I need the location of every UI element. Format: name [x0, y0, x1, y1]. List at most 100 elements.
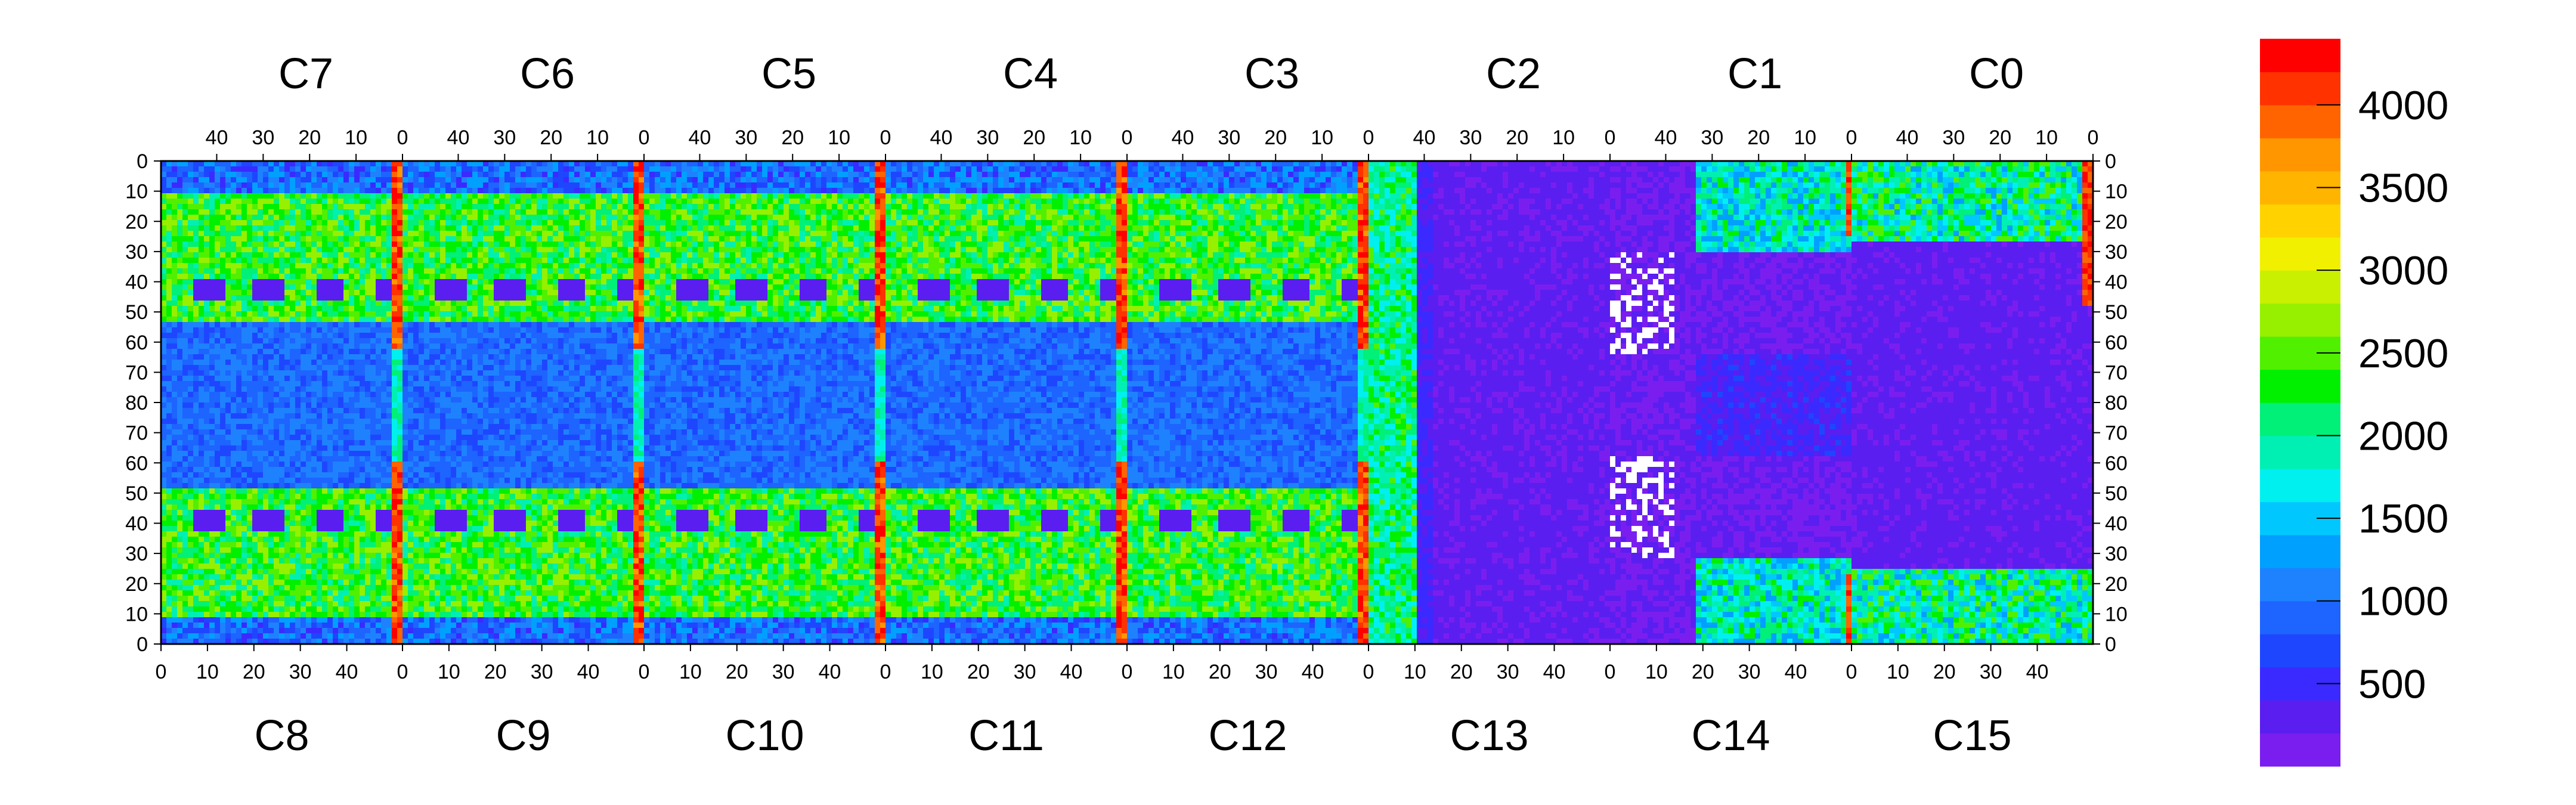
hitmap-cell	[435, 204, 440, 209]
hitmap-cell	[1213, 231, 1218, 236]
hitmap-cell	[1395, 172, 1401, 177]
hitmap-cell	[1476, 215, 1481, 220]
hitmap-cell	[1814, 193, 1819, 199]
hitmap-cell	[1664, 215, 1669, 220]
hitmap-cell	[1803, 177, 1809, 182]
hitmap-cell	[1218, 225, 1224, 231]
hitmap-cell	[1594, 188, 1599, 193]
hitmap-cell	[1980, 188, 1986, 193]
hitmap-cell	[1894, 193, 1900, 199]
hitmap-cell	[1191, 231, 1197, 236]
hitmap-cell	[295, 188, 301, 193]
hitmap-cell	[1036, 166, 1041, 172]
hitmap-cell	[1052, 166, 1057, 172]
hitmap-cell	[1626, 188, 1631, 193]
hitmap-cell	[1309, 177, 1315, 182]
hitmap-cell	[1610, 215, 1615, 220]
hitmap-cell	[907, 231, 912, 236]
hitmap-cell	[1433, 166, 1438, 172]
hitmap-cell	[623, 225, 628, 231]
hitmap-cell	[1449, 166, 1454, 172]
hitmap-cell	[1567, 199, 1572, 204]
hitmap-cell	[1326, 215, 1331, 220]
hitmap-cell	[1277, 225, 1283, 231]
hitmap-cell	[322, 188, 327, 193]
hitmap-cell	[1095, 199, 1100, 204]
hitmap-cell	[1181, 204, 1186, 209]
hitmap-cell	[2061, 193, 2066, 199]
hitmap-cell	[1846, 204, 1852, 209]
hitmap-cell	[1143, 188, 1148, 193]
hitmap-cell	[242, 215, 247, 220]
hitmap-cell	[1481, 172, 1487, 177]
hitmap-cell	[1674, 166, 1680, 172]
hitmap-cell	[440, 199, 445, 204]
hitmap-cell	[1202, 225, 1208, 231]
hitmap-cell	[370, 166, 376, 172]
hitmap-cell	[558, 188, 564, 193]
hitmap-cell	[263, 166, 268, 172]
hitmap-cell	[381, 166, 386, 172]
hitmap-cell	[875, 231, 880, 236]
hitmap-cell	[279, 199, 284, 204]
hitmap-cell	[1138, 215, 1143, 220]
hitmap-cell	[1197, 182, 1202, 188]
hitmap-cell	[467, 193, 472, 199]
hitmap-cell	[1191, 220, 1197, 225]
hitmap-cell	[687, 193, 692, 199]
hitmap-cell	[1803, 209, 1809, 215]
hitmap-cell	[1138, 177, 1143, 182]
hitmap-cell	[1476, 172, 1481, 177]
hitmap-cell	[1041, 166, 1046, 172]
hitmap-cell	[928, 204, 934, 209]
hitmap-cell	[805, 193, 810, 199]
hitmap-cell	[628, 204, 633, 209]
hitmap-cell	[1594, 193, 1599, 199]
hitmap-cell	[853, 172, 859, 177]
hitmap-cell	[2023, 177, 2029, 182]
hitmap-cell	[1041, 209, 1046, 215]
hitmap-cell	[499, 220, 504, 225]
hitmap-cell	[462, 231, 467, 236]
hitmap-cell	[1803, 231, 1809, 236]
hitmap-cell	[1122, 231, 1127, 236]
hitmap-cell	[1680, 188, 1685, 193]
hitmap-cell	[1191, 188, 1197, 193]
hitmap-cell	[1615, 172, 1621, 177]
hitmap-cell	[1116, 220, 1122, 225]
hitmap-cell	[1116, 225, 1122, 231]
hitmap-cell	[1513, 231, 1519, 236]
hitmap-cell	[392, 204, 397, 209]
hitmap-cell	[547, 199, 553, 204]
hitmap-cell	[1159, 172, 1165, 177]
hitmap-cell	[1868, 209, 1873, 215]
hitmap-cell	[1224, 220, 1229, 225]
hitmap-cell	[1116, 204, 1122, 209]
hitmap-cell	[955, 172, 961, 177]
hitmap-cell	[1143, 193, 1148, 199]
hitmap-cell	[1771, 166, 1776, 172]
hitmap-cell	[1229, 220, 1234, 225]
hitmap-cell	[370, 215, 376, 220]
hitmap-cell	[2039, 172, 2045, 177]
hitmap-cell	[317, 209, 322, 215]
hitmap-cell	[1025, 220, 1030, 225]
hitmap-cell	[215, 215, 220, 220]
hitmap-cell	[2012, 193, 2018, 199]
hitmap-cell	[751, 172, 757, 177]
hitmap-cell	[639, 225, 644, 231]
hitmap-cell	[1063, 172, 1068, 177]
hitmap-cell	[504, 193, 510, 199]
hitmap-cell	[1889, 172, 1894, 177]
hitmap-cell	[918, 166, 923, 172]
hitmap-cell	[1572, 209, 1578, 215]
hitmap-cell	[199, 177, 204, 182]
hitmap-cell	[2002, 209, 2007, 215]
hitmap-cell	[1503, 204, 1508, 209]
hitmap-cell	[1857, 177, 1862, 182]
hitmap-cell	[1916, 220, 1921, 225]
hitmap-cell	[188, 188, 193, 193]
hitmap-cell	[1068, 188, 1073, 193]
hitmap-cell	[510, 209, 515, 215]
hitmap-cell	[902, 177, 907, 182]
